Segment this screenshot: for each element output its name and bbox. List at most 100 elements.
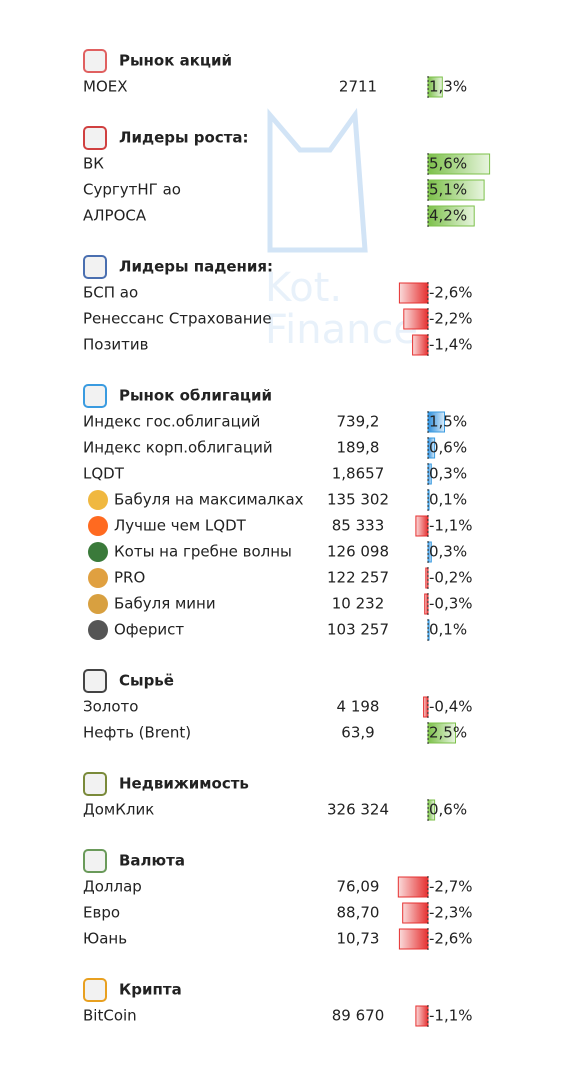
change-bar: [425, 567, 429, 589]
change-label: -1,1%: [429, 517, 473, 535]
row-name: Оферист: [114, 621, 184, 639]
watermark: Kot. Finance: [265, 107, 418, 353]
change-bar: [427, 179, 485, 201]
section-title: Рынок облигаций: [119, 387, 272, 405]
row-name: Позитив: [83, 336, 149, 354]
change-label: -0,3%: [429, 595, 473, 613]
change-bar: [427, 411, 445, 433]
row-name: Индекс гос.облигаций: [83, 413, 260, 431]
watermark-text: Finance: [265, 307, 418, 353]
row-price: 89 670: [332, 1007, 385, 1025]
change-bar: [427, 619, 430, 641]
row-price: 10,73: [337, 930, 380, 948]
row-name: Лучше чем LQDT: [114, 517, 247, 535]
change-bar: [412, 334, 429, 356]
row-icon: [88, 568, 108, 588]
change-label: 1,5%: [429, 413, 467, 431]
change-label: 0,1%: [429, 621, 467, 639]
row-name: Евро: [83, 904, 120, 922]
row-price: 103 257: [327, 621, 389, 639]
change-label: -2,2%: [429, 310, 473, 328]
row-name: Ренессанс Страхование: [83, 310, 272, 328]
row-price: 135 302: [327, 491, 389, 509]
row-icon: [88, 594, 108, 614]
section-icon: [83, 669, 107, 693]
change-bar: [427, 799, 436, 821]
row-icon: [88, 542, 108, 562]
row-icon: [88, 490, 108, 510]
row-price: 326 324: [327, 801, 389, 819]
row-price: 85 333: [332, 517, 385, 535]
row-name: Золото: [83, 698, 138, 716]
row-price: 122 257: [327, 569, 389, 587]
change-label: -2,6%: [429, 930, 473, 948]
section-title: Валюта: [119, 852, 185, 870]
section-icon: [83, 49, 107, 73]
change-bar: [415, 1005, 429, 1027]
row-icon: [88, 620, 108, 640]
row-name: Нефть (Brent): [83, 724, 191, 742]
change-bar: [424, 593, 429, 615]
change-label: 0,6%: [429, 801, 467, 819]
change-bar: [427, 153, 491, 175]
watermark-text: Kot.: [265, 265, 342, 311]
row-name: Юань: [83, 930, 127, 948]
change-bar: [423, 696, 429, 718]
section-title: Лидеры падения:: [119, 258, 273, 276]
row-name: ДомКлик: [83, 801, 154, 819]
section-icon: [83, 978, 107, 1002]
change-label: 0,6%: [429, 439, 467, 457]
change-bar: [403, 308, 429, 330]
row-name: Доллар: [83, 878, 142, 896]
row-price: 126 098: [327, 543, 389, 561]
section-icon: [83, 849, 107, 873]
row-price: 76,09: [337, 878, 380, 896]
change-bar: [397, 876, 429, 898]
row-name: MOEX: [83, 78, 128, 96]
change-bar: [415, 515, 429, 537]
section-title: Крипта: [119, 981, 182, 999]
change-bar: [427, 722, 456, 744]
change-bar: [427, 463, 432, 485]
change-label: -1,4%: [429, 336, 473, 354]
change-label: 0,3%: [429, 465, 467, 483]
row-name: Бабуля на максималках: [114, 491, 304, 509]
row-price: 189,8: [337, 439, 380, 457]
row-name: ВК: [83, 155, 104, 173]
change-bar: [427, 205, 475, 227]
change-label: 2,5%: [429, 724, 467, 742]
change-bar: [427, 541, 432, 563]
row-name: АЛРОСА: [83, 207, 147, 225]
row-price: 1,8657: [332, 465, 385, 483]
section-icon: [83, 126, 107, 150]
change-bar: [427, 437, 436, 459]
change-label: -2,3%: [429, 904, 473, 922]
change-label: 0,3%: [429, 543, 467, 561]
row-name: Индекс корп.облигаций: [83, 439, 273, 457]
change-bar: [427, 489, 430, 511]
row-name: PRO: [114, 569, 145, 587]
row-name: LQDT: [83, 465, 125, 483]
row-price: 2711: [339, 78, 377, 96]
row-price: 88,70: [337, 904, 380, 922]
change-label: 5,1%: [429, 181, 467, 199]
change-bar: [398, 928, 429, 950]
row-icon: [88, 516, 108, 536]
section-icon: [83, 384, 107, 408]
change-label: -0,4%: [429, 698, 473, 716]
section-icon: [83, 772, 107, 796]
change-label: 0,1%: [429, 491, 467, 509]
row-name: BitCoin: [83, 1007, 137, 1025]
change-label: -1,1%: [429, 1007, 473, 1025]
change-label: 4,2%: [429, 207, 467, 225]
watermark-cat: [267, 107, 368, 253]
row-price: 63,9: [341, 724, 374, 742]
change-label: 5,6%: [429, 155, 467, 173]
row-name: СургутНГ ао: [83, 181, 181, 199]
change-label: -2,7%: [429, 878, 473, 896]
row-price: 4 198: [337, 698, 380, 716]
row-price: 10 232: [332, 595, 385, 613]
section-title: Лидеры роста:: [119, 129, 249, 147]
